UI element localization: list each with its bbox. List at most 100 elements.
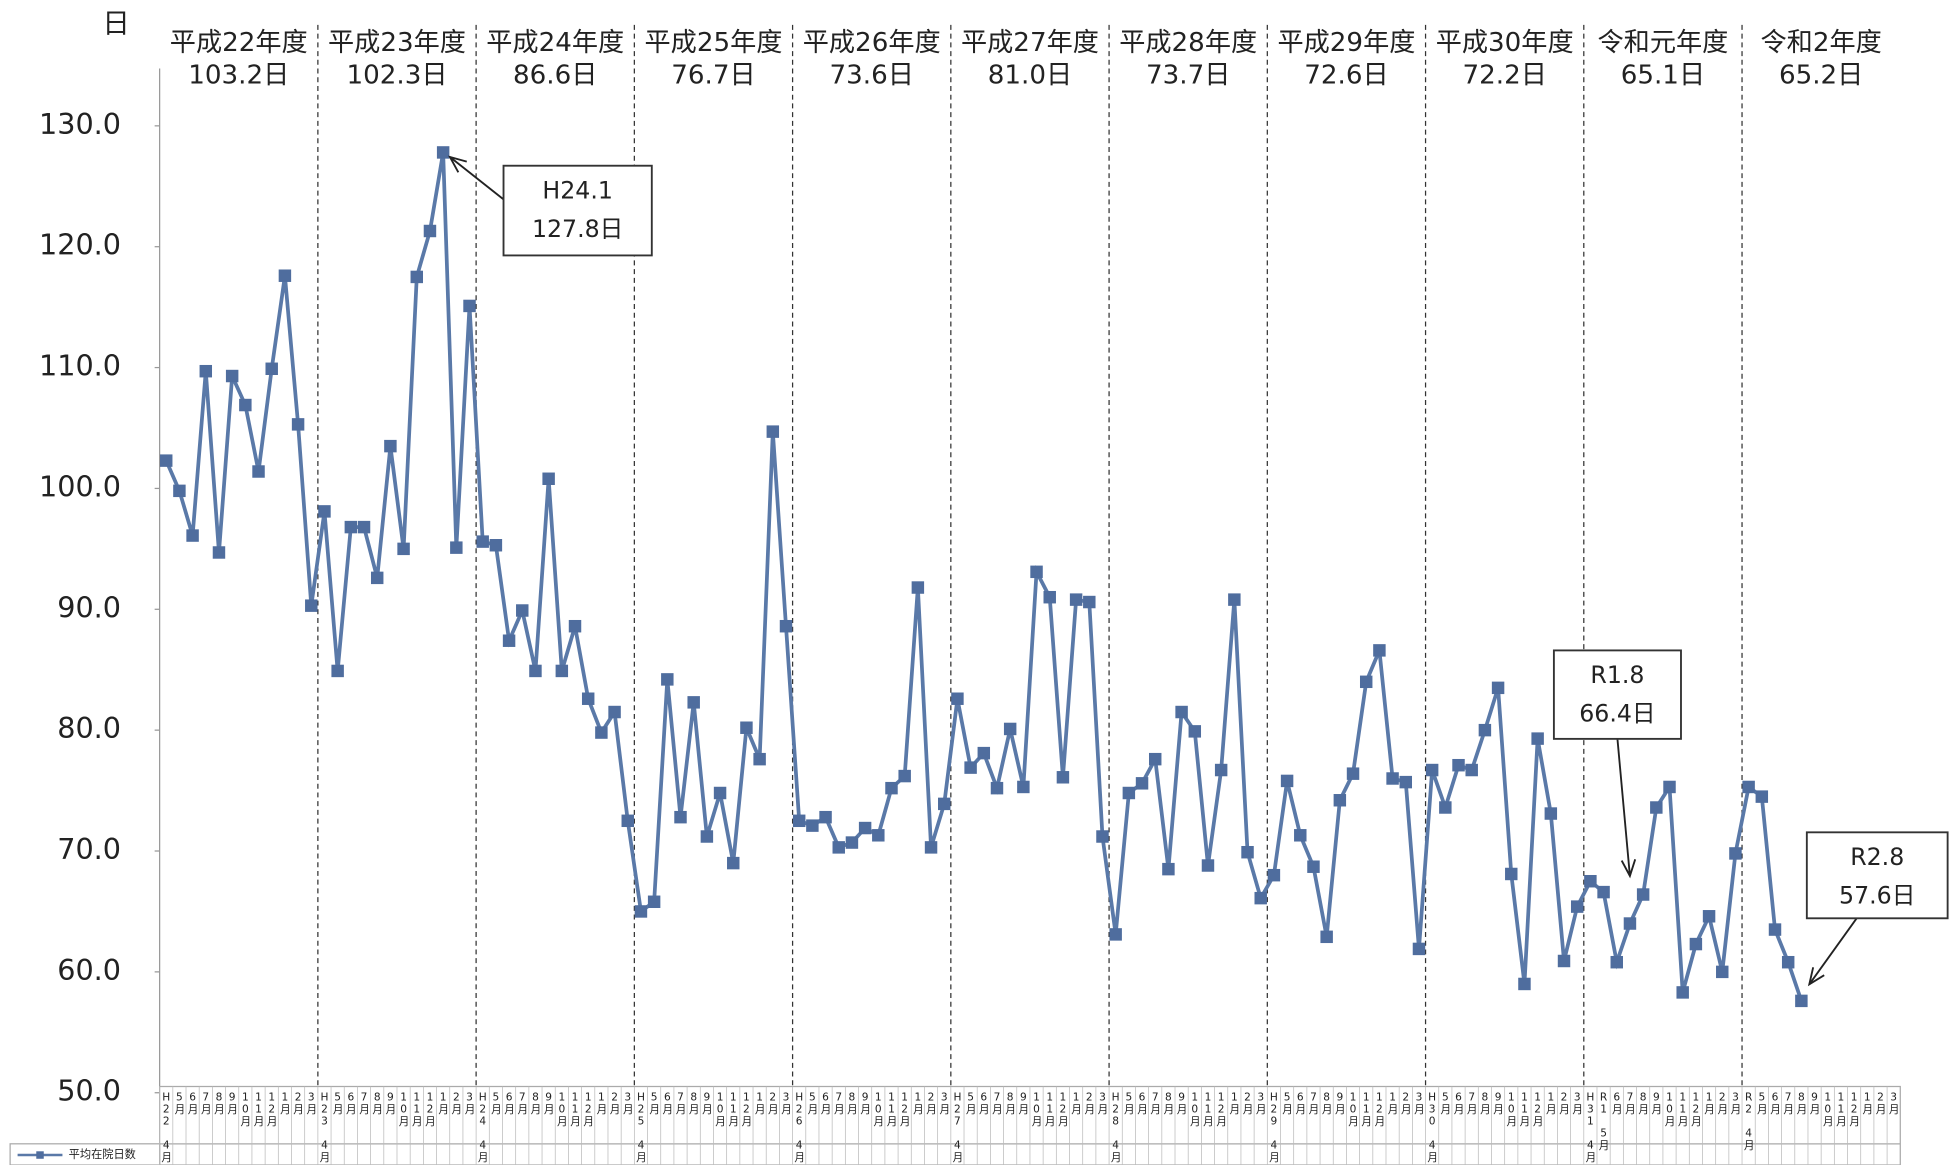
marker — [1359, 675, 1373, 689]
marker — [1702, 910, 1716, 923]
y-tick-label: 50.0 — [57, 1074, 121, 1108]
x-tick-label: 6月 — [1769, 1091, 1781, 1114]
x-tick-label: 3月 — [780, 1091, 792, 1114]
x-tick-label: 5月 — [1756, 1091, 1768, 1114]
x-tick-label: 8月 — [1479, 1091, 1491, 1114]
marker — [1030, 565, 1043, 579]
marker — [674, 810, 687, 824]
x-tick-label: 3月 — [938, 1091, 950, 1114]
x-tick-label: 8月 — [688, 1091, 700, 1114]
x-tick-label: 3月 — [1255, 1091, 1267, 1114]
x-tick-label: 9月 — [1650, 1091, 1662, 1114]
x-tick-label: 9月 — [543, 1091, 555, 1114]
marker — [1399, 775, 1413, 789]
annotation-arrowhead — [448, 155, 468, 173]
x-tick-label: 2月 — [767, 1091, 779, 1114]
x-tick-label: 12月 — [424, 1091, 436, 1126]
year-label: 平成23年度 — [328, 28, 466, 58]
x-tick-label: 5月 — [965, 1091, 977, 1114]
x-tick-label: 6月 — [978, 1091, 990, 1114]
x-tick-label: 7月 — [675, 1091, 687, 1114]
marker — [753, 752, 766, 766]
marker — [1570, 900, 1584, 913]
x-tick-label: 5月 — [806, 1091, 818, 1114]
x-tick-label: 5月 — [1281, 1091, 1293, 1114]
marker — [990, 781, 1004, 795]
marker — [1083, 595, 1096, 609]
marker — [1056, 771, 1070, 784]
marker — [766, 425, 780, 438]
marker — [384, 439, 397, 453]
marker — [1109, 928, 1122, 941]
x-tick-label: 5月 — [648, 1091, 660, 1114]
marker — [1781, 955, 1795, 969]
annotation-arrow — [449, 156, 505, 201]
x-tick-label: 10月 — [714, 1091, 726, 1126]
x-tick-label: 1月 — [1387, 1091, 1399, 1114]
marker — [661, 673, 674, 686]
marker — [1096, 830, 1109, 843]
x-tick-label: 1月 — [1070, 1091, 1082, 1114]
y-axis-label: 日 — [102, 8, 129, 39]
x-tick-label: H25 4月 — [635, 1091, 647, 1162]
year-label: 平成28年度 — [1119, 28, 1257, 58]
x-tick-label: H24 4月 — [477, 1091, 489, 1162]
marker — [898, 769, 911, 783]
x-tick-label: 11月 — [1044, 1091, 1056, 1126]
annotation-text: 127.8日 — [532, 215, 623, 243]
x-tick-label: 8月 — [1321, 1091, 1333, 1114]
marker — [621, 814, 634, 828]
marker — [779, 619, 793, 633]
annotation-text: 57.6日 — [1839, 882, 1915, 910]
marker — [410, 270, 424, 284]
marker — [1254, 891, 1267, 905]
x-tick-label: 10月 — [398, 1091, 410, 1126]
marker — [423, 224, 437, 238]
x-tick-label: 8月 — [371, 1091, 383, 1114]
marker — [1373, 644, 1386, 657]
year-label: 平成26年度 — [803, 28, 941, 58]
annotation-arrow — [1616, 738, 1631, 877]
marker — [239, 398, 252, 412]
marker — [924, 841, 938, 854]
x-tick-label: R2 4月 — [1743, 1091, 1755, 1150]
marker — [806, 819, 819, 832]
x-tick-label: 8月 — [846, 1091, 858, 1114]
annotation-text: R2.8 — [1850, 843, 1904, 871]
x-tick-label: H31 4月 — [1584, 1091, 1596, 1162]
marker — [1478, 723, 1492, 737]
marker — [529, 664, 542, 678]
marker — [278, 269, 292, 282]
marker — [1320, 930, 1333, 944]
x-tick-label: 7月 — [833, 1091, 845, 1114]
marker — [159, 454, 173, 467]
x-tick-label: R1 5月 — [1598, 1091, 1610, 1150]
x-tick-label: 5月 — [490, 1091, 502, 1114]
marker — [370, 571, 384, 585]
x-tick-label: H29 4月 — [1268, 1091, 1280, 1162]
x-tick-label: 2月 — [609, 1091, 621, 1114]
marker — [265, 362, 278, 376]
x-tick-label: 11月 — [727, 1091, 739, 1126]
marker — [1201, 859, 1215, 872]
marker — [608, 705, 621, 719]
marker — [1333, 794, 1347, 807]
marker — [819, 810, 832, 824]
marker — [1003, 722, 1017, 736]
marker — [1188, 725, 1202, 738]
year-average: 81.0日 — [988, 61, 1072, 91]
x-tick-label: 8月 — [529, 1091, 541, 1114]
x-tick-label: 7月 — [1149, 1091, 1161, 1114]
x-tick-label: 7月 — [1782, 1091, 1794, 1114]
x-tick-label: 1月 — [1228, 1091, 1240, 1114]
marker — [832, 841, 845, 854]
marker — [1241, 845, 1254, 859]
x-tick-label: 10月 — [556, 1091, 568, 1126]
x-tick-label: 3月 — [622, 1091, 634, 1114]
marker — [1584, 874, 1597, 888]
marker — [727, 856, 740, 870]
annotation-arrowhead — [1807, 967, 1825, 987]
x-tick-label: 12月 — [1532, 1091, 1544, 1126]
x-tick-label: 3月 — [1096, 1091, 1108, 1114]
